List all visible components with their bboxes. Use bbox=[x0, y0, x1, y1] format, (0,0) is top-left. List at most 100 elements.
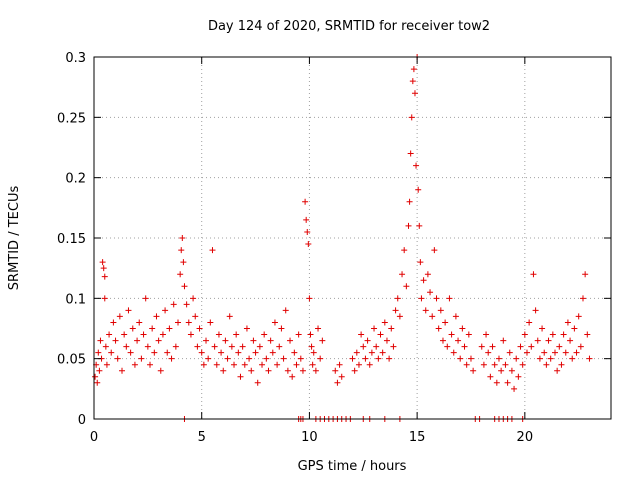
data-point bbox=[226, 313, 233, 320]
data-point bbox=[274, 361, 281, 368]
data-point bbox=[551, 349, 558, 356]
data-point bbox=[194, 343, 201, 350]
data-point bbox=[448, 331, 455, 338]
data-point bbox=[151, 349, 158, 356]
data-point bbox=[390, 343, 397, 350]
data-point bbox=[125, 307, 132, 314]
data-point bbox=[231, 361, 238, 368]
data-point bbox=[259, 361, 266, 368]
data-point bbox=[144, 343, 151, 350]
data-point bbox=[246, 355, 253, 362]
data-point bbox=[406, 198, 413, 205]
data-point bbox=[577, 343, 584, 350]
data-point bbox=[102, 343, 109, 350]
data-point bbox=[310, 349, 317, 356]
data-point bbox=[243, 325, 250, 332]
data-point bbox=[220, 367, 227, 374]
data-point bbox=[136, 319, 143, 326]
data-point bbox=[265, 367, 272, 374]
data-point bbox=[362, 355, 369, 362]
data-point bbox=[207, 319, 214, 326]
data-point bbox=[338, 373, 345, 380]
data-point bbox=[403, 283, 410, 290]
data-point bbox=[435, 325, 442, 332]
data-point bbox=[351, 367, 358, 374]
data-point bbox=[416, 222, 423, 229]
data-point bbox=[493, 379, 500, 386]
data-point bbox=[450, 349, 457, 356]
data-point bbox=[181, 283, 188, 290]
x-axis-label: GPS time / hours bbox=[298, 459, 407, 474]
data-point bbox=[224, 355, 231, 362]
data-point bbox=[508, 367, 515, 374]
data-point bbox=[123, 343, 130, 350]
axis-ticks: 0 0.05 0.1 0.15 0.2 0.25 0.3 0 5 10 15 20 bbox=[57, 51, 611, 445]
data-point bbox=[190, 295, 197, 302]
data-point bbox=[164, 349, 171, 356]
data-point bbox=[424, 271, 431, 278]
data-point bbox=[444, 343, 451, 350]
data-point bbox=[392, 307, 399, 314]
data-point bbox=[521, 331, 528, 338]
data-point bbox=[358, 331, 365, 338]
data-point bbox=[178, 247, 185, 254]
plot-frame bbox=[93, 56, 612, 420]
data-point bbox=[155, 337, 162, 344]
data-point bbox=[276, 343, 283, 350]
data-point bbox=[256, 343, 263, 350]
data-point bbox=[439, 337, 446, 344]
data-point bbox=[405, 222, 412, 229]
data-point bbox=[364, 337, 371, 344]
y-tick-label: 0.15 bbox=[57, 232, 86, 247]
data-point bbox=[377, 331, 384, 338]
data-point bbox=[467, 355, 474, 362]
data-point bbox=[101, 295, 108, 302]
data-point bbox=[556, 343, 563, 350]
data-point bbox=[282, 307, 289, 314]
data-point bbox=[571, 325, 578, 332]
data-point bbox=[303, 216, 310, 223]
data-point bbox=[96, 367, 103, 374]
data-point bbox=[211, 343, 218, 350]
data-point bbox=[461, 343, 468, 350]
data-point bbox=[381, 319, 388, 326]
data-point bbox=[233, 331, 240, 338]
data-point bbox=[349, 355, 356, 362]
data-point bbox=[179, 235, 186, 241]
y-tick-label: 0.3 bbox=[65, 51, 86, 66]
data-point bbox=[157, 367, 164, 374]
data-point bbox=[172, 343, 179, 350]
data-point bbox=[332, 367, 339, 374]
data-point bbox=[213, 361, 220, 368]
data-point bbox=[427, 289, 434, 296]
data-point bbox=[411, 90, 418, 97]
data-point bbox=[134, 337, 141, 344]
data-point bbox=[334, 379, 341, 386]
data-point bbox=[307, 331, 314, 338]
y-axis-label: SRMTID / TECUs bbox=[7, 186, 22, 291]
data-point bbox=[222, 337, 229, 344]
data-point bbox=[584, 331, 591, 338]
data-point bbox=[237, 373, 244, 380]
data-point bbox=[114, 355, 121, 362]
data-point bbox=[315, 325, 322, 332]
data-point bbox=[142, 295, 149, 302]
x-tick-label: 10 bbox=[301, 430, 318, 445]
data-point bbox=[200, 361, 207, 368]
data-point bbox=[523, 349, 530, 356]
data-point bbox=[549, 331, 556, 338]
data-point bbox=[127, 349, 134, 356]
x-tick-label: 20 bbox=[517, 430, 534, 445]
data-point bbox=[305, 241, 312, 248]
data-point bbox=[289, 373, 296, 380]
y-tick-label: 0.2 bbox=[65, 172, 86, 187]
data-point bbox=[215, 331, 222, 338]
data-point bbox=[399, 271, 406, 278]
data-point bbox=[417, 259, 424, 266]
data-point bbox=[504, 379, 511, 386]
data-point bbox=[92, 373, 99, 380]
data-point bbox=[487, 373, 494, 380]
data-point bbox=[459, 325, 466, 332]
data-point bbox=[457, 355, 464, 362]
data-point bbox=[106, 331, 113, 338]
